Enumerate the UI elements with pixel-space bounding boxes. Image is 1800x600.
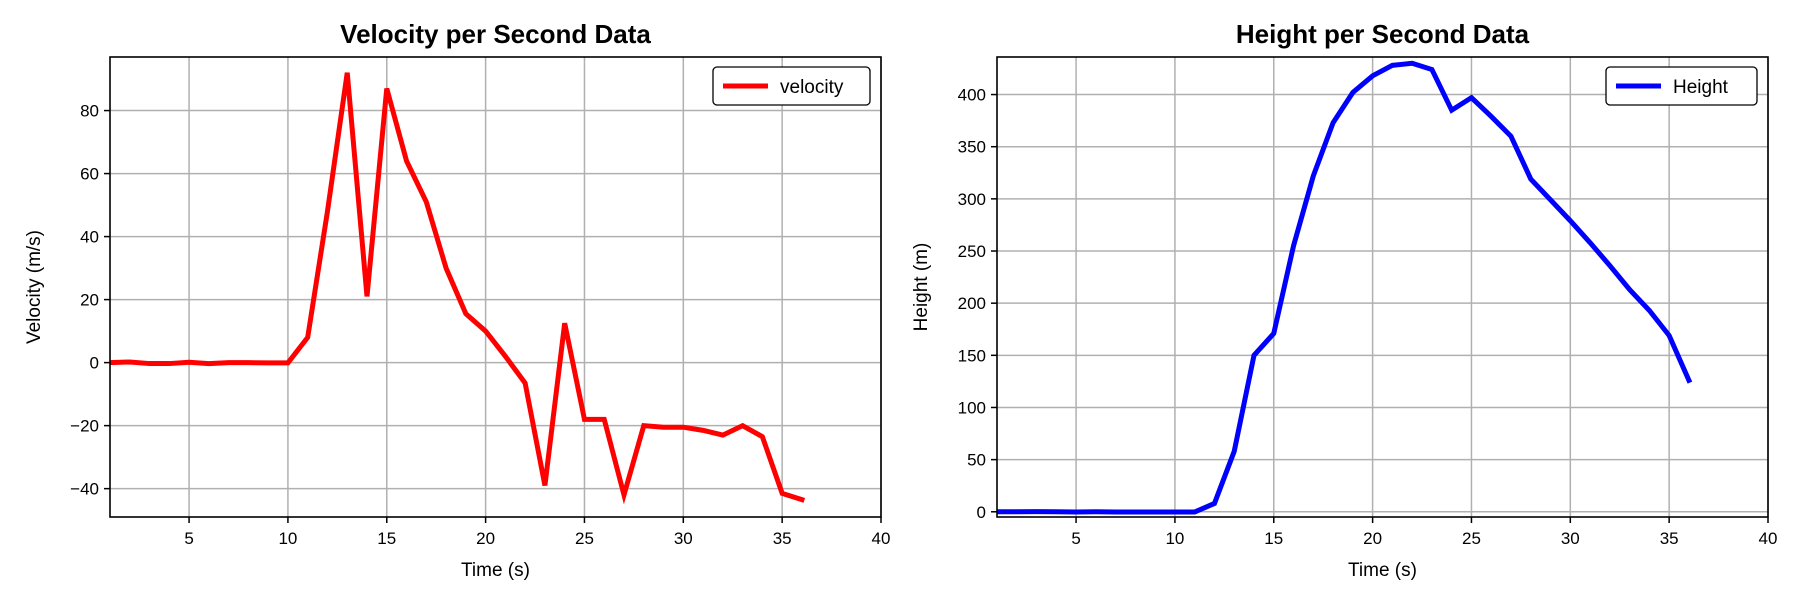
axes-frame xyxy=(996,56,1769,518)
y-tick-label: 350 xyxy=(958,138,986,157)
x-tick-label: 5 xyxy=(1071,529,1080,548)
legend-box xyxy=(1605,66,1758,106)
y-tick-label: 200 xyxy=(958,294,986,313)
axes-frame xyxy=(109,56,882,518)
series-line-height xyxy=(997,60,1693,515)
y-tick-label: 250 xyxy=(958,242,986,261)
y-tick-label: 20 xyxy=(80,291,99,310)
chart-panel-0: 5 10 15 20 25 30 35 40 −40 −20 0 20 40 60 80 Velocity p… xyxy=(24,19,890,581)
x-tick-label: 15 xyxy=(377,529,396,548)
y-tick-label: 80 xyxy=(80,102,99,121)
chart-title: Velocity per Second Data xyxy=(340,19,651,49)
x-tick-label: 5 xyxy=(184,529,193,548)
x-tick-label: 10 xyxy=(1165,529,1184,548)
x-tick-label: 35 xyxy=(773,529,792,548)
y-tick-label: −40 xyxy=(70,480,99,499)
x-tick-label: 40 xyxy=(1759,529,1778,548)
legend-label: velocity xyxy=(780,77,844,98)
y-tick-label: 40 xyxy=(80,228,99,247)
x-tick-label: 40 xyxy=(872,529,891,548)
legend-box xyxy=(712,66,871,106)
series-line-velocity xyxy=(110,72,806,505)
x-tick-label: 25 xyxy=(1462,529,1481,548)
x-axis-label: Time (s) xyxy=(1348,560,1417,581)
y-axis-label: Velocity (m/s) xyxy=(24,230,45,344)
x-tick-label: 15 xyxy=(1264,529,1283,548)
x-tick-label: 25 xyxy=(575,529,594,548)
legend: Height xyxy=(1605,66,1758,106)
y-tick-label: −20 xyxy=(70,417,99,436)
y-axis-label: Height (m) xyxy=(911,243,932,332)
x-tick-label: 35 xyxy=(1660,529,1679,548)
y-tick-label: 150 xyxy=(958,346,986,365)
y-tick-label: 0 xyxy=(90,354,99,373)
y-tick-label: 0 xyxy=(977,503,986,522)
x-tick-label: 30 xyxy=(674,529,693,548)
x-tick-label: 30 xyxy=(1561,529,1580,548)
legend-label: Height xyxy=(1673,77,1729,98)
chart-panel-1: 5 10 15 20 25 30 35 40050100150200250300350400H… xyxy=(911,19,1777,581)
y-tick-label: 50 xyxy=(967,451,986,470)
y-tick-label: 300 xyxy=(958,190,986,209)
y-tick-label: 60 xyxy=(80,165,99,184)
x-tick-label: 20 xyxy=(1363,529,1382,548)
chart-title: Height per Second Data xyxy=(1236,19,1530,49)
x-axis-label: Time (s) xyxy=(461,560,530,581)
y-tick-label: 400 xyxy=(958,86,986,105)
legend: velocity xyxy=(712,66,871,106)
x-tick-label: 20 xyxy=(476,529,495,548)
y-tick-label: 100 xyxy=(958,398,986,417)
x-tick-label: 10 xyxy=(278,529,297,548)
